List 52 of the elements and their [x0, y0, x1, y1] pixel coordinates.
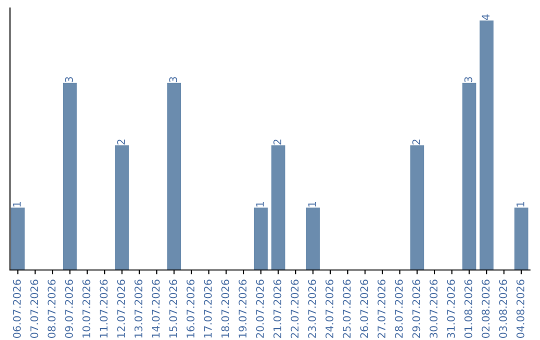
- x-tick-label: 12.07.2026: [117, 280, 126, 338]
- x-tick-label: 24.07.2026: [325, 280, 334, 338]
- x-tick-label: 20.07.2026: [256, 280, 264, 338]
- x-tick-label: 16.07.2026: [186, 280, 194, 338]
- x-tick-label: 10.07.2026: [82, 280, 90, 338]
- x-tick-label: 22.07.2026: [290, 280, 299, 338]
- bar: [462, 82, 476, 270]
- x-tick-label: 08.07.2026: [48, 280, 56, 338]
- data-label: 3: [464, 77, 472, 82]
- x-tick-label: 01.08.2026: [464, 280, 472, 338]
- x-tick-label: 23.07.2026: [308, 280, 316, 338]
- data-label: 1: [256, 202, 264, 206]
- data-label: 2: [117, 140, 125, 144]
- x-tick-label: 09.07.2026: [65, 280, 73, 338]
- data-label: 3: [65, 77, 73, 82]
- x-tick-label: 03.08.2026: [499, 280, 507, 338]
- bar: [480, 20, 494, 270]
- x-tick-label: 04.08.2026: [516, 280, 524, 338]
- data-label: 1: [516, 202, 524, 206]
- data-label: 3: [169, 77, 178, 82]
- x-tick-label: 17.07.2026: [204, 280, 212, 338]
- data-label: 2: [273, 140, 282, 144]
- bar: [115, 145, 129, 270]
- data-label: 2: [412, 140, 420, 144]
- x-tick-label: 27.07.2026: [378, 280, 386, 338]
- data-label: 4: [482, 14, 490, 20]
- x-tick-label: 31.07.2026: [447, 280, 455, 338]
- x-tick-label: 06.07.2026: [12, 280, 21, 338]
- bar: [62, 82, 77, 270]
- bar: [271, 145, 286, 270]
- x-tick-label: 28.07.2026: [394, 280, 403, 338]
- x-tick-label: 13.07.2026: [134, 280, 142, 338]
- bar: [167, 82, 182, 270]
- bar: [306, 208, 320, 270]
- x-tick-label: 26.07.2026: [360, 280, 368, 338]
- x-tick-label: 15.07.2026: [169, 280, 178, 338]
- bar: [254, 208, 268, 270]
- x-tick-label: 25.07.2026: [342, 280, 351, 338]
- x-tick-label: 07.07.2026: [30, 280, 38, 338]
- x-tick-label: 21.07.2026: [273, 280, 282, 338]
- x-tick-label: 11.07.2026: [100, 280, 108, 338]
- x-tick-label: 02.08.2026: [482, 280, 490, 338]
- x-tick-label: 18.07.2026: [221, 280, 230, 338]
- bar: [410, 145, 424, 270]
- data-label: 1: [308, 202, 316, 206]
- data-label: 1: [13, 202, 21, 206]
- x-tick-label: 30.07.2026: [430, 280, 438, 338]
- bar: [10, 208, 25, 270]
- x-tick-label: 14.07.2026: [152, 280, 160, 338]
- bar: [514, 208, 528, 270]
- x-tick-label: 19.07.2026: [238, 280, 247, 338]
- x-tick-label: 29.07.2026: [412, 280, 420, 338]
